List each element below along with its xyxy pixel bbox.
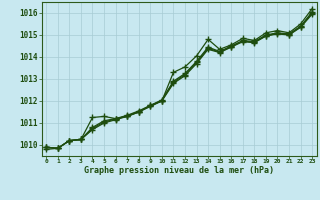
X-axis label: Graphe pression niveau de la mer (hPa): Graphe pression niveau de la mer (hPa) bbox=[84, 166, 274, 175]
